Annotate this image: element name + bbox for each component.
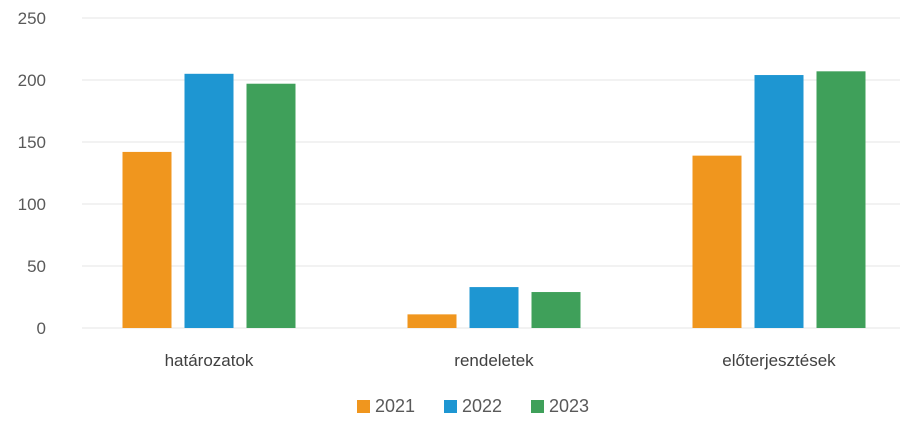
category-label: előterjesztések: [722, 351, 836, 370]
bars: [122, 71, 866, 328]
legend-label: 2022: [462, 396, 502, 416]
bar-2022-határozatok: [184, 73, 234, 328]
legend-item-2021: 2021: [357, 396, 415, 416]
bar-2021-határozatok: [122, 151, 172, 328]
legend-item-2022: 2022: [444, 396, 502, 416]
bar-2023-határozatok: [246, 83, 296, 328]
bar-2023-előterjesztések: [816, 71, 866, 328]
legend-swatch: [531, 400, 544, 413]
y-tick-label: 250: [18, 9, 46, 28]
bar-2023-rendeletek: [531, 292, 581, 328]
legend-label: 2023: [549, 396, 589, 416]
legend-swatch: [357, 400, 370, 413]
bar-2021-előterjesztések: [692, 155, 742, 328]
bar-2022-előterjesztések: [754, 75, 804, 328]
legend: 2021 2022 2023: [357, 396, 589, 416]
y-tick-label: 0: [37, 319, 46, 338]
y-tick-label: 200: [18, 71, 46, 90]
bar-2022-rendeletek: [469, 287, 519, 328]
y-tick-label: 100: [18, 195, 46, 214]
y-tick-label: 50: [27, 257, 46, 276]
legend-label: 2021: [375, 396, 415, 416]
y-tick-label: 150: [18, 133, 46, 152]
x-axis: határozatok rendeletek előterjesztések: [165, 351, 837, 370]
legend-swatch: [444, 400, 457, 413]
category-label: rendeletek: [454, 351, 534, 370]
category-label: határozatok: [165, 351, 254, 370]
legend-item-2023: 2023: [531, 396, 589, 416]
bar-2021-rendeletek: [407, 314, 457, 328]
y-axis: 0 50 100 150 200 250: [18, 9, 46, 338]
